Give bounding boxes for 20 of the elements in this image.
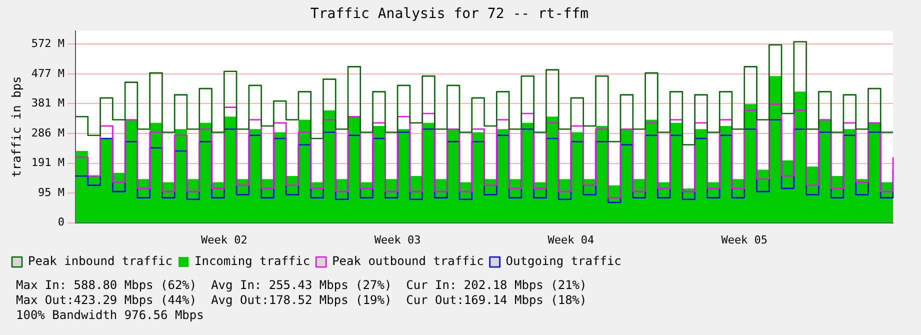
y-tick-label: 0 xyxy=(58,216,65,229)
y-tick-label: 572 M xyxy=(31,37,65,50)
legend-label: Peak outbound traffic xyxy=(332,254,484,268)
x-tick-label: Week 02 xyxy=(200,233,248,246)
y-tick-label: 381 M xyxy=(31,96,65,110)
y-tick-label: 477 M xyxy=(31,66,65,80)
text: Max In: 588.80 Mbps (62%) Avg In: 255.43 Mbps (27%) Cur In: 202.18 Mbps (21%) xyxy=(16,278,587,292)
x-tick-label: Week 03 xyxy=(374,233,421,246)
chart-title: Traffic Analysis for 72 -- rt-ffm xyxy=(310,6,589,22)
x-tick-label: Week 04 xyxy=(548,233,595,246)
y-axis-title: traffic in bps xyxy=(9,76,24,178)
text: 100% Bandwidth 976.56 Mbps xyxy=(16,308,204,322)
x-tick-label: Week 05 xyxy=(721,233,768,246)
legend-label: Incoming traffic xyxy=(194,254,310,268)
text: Max Out:423.29 Mbps (44%) Avg Out:178.52 Mbps (19%) Cur Out:169.14 Mbps (18%) xyxy=(16,293,587,308)
legend-label: Outgoing traffic xyxy=(506,254,622,268)
y-tick-label: 95 M xyxy=(38,186,65,199)
legend-label: Peak inbound traffic xyxy=(28,254,172,268)
y-tick-label: 286 M xyxy=(31,126,65,140)
y-tick-label: 191 M xyxy=(31,156,65,170)
